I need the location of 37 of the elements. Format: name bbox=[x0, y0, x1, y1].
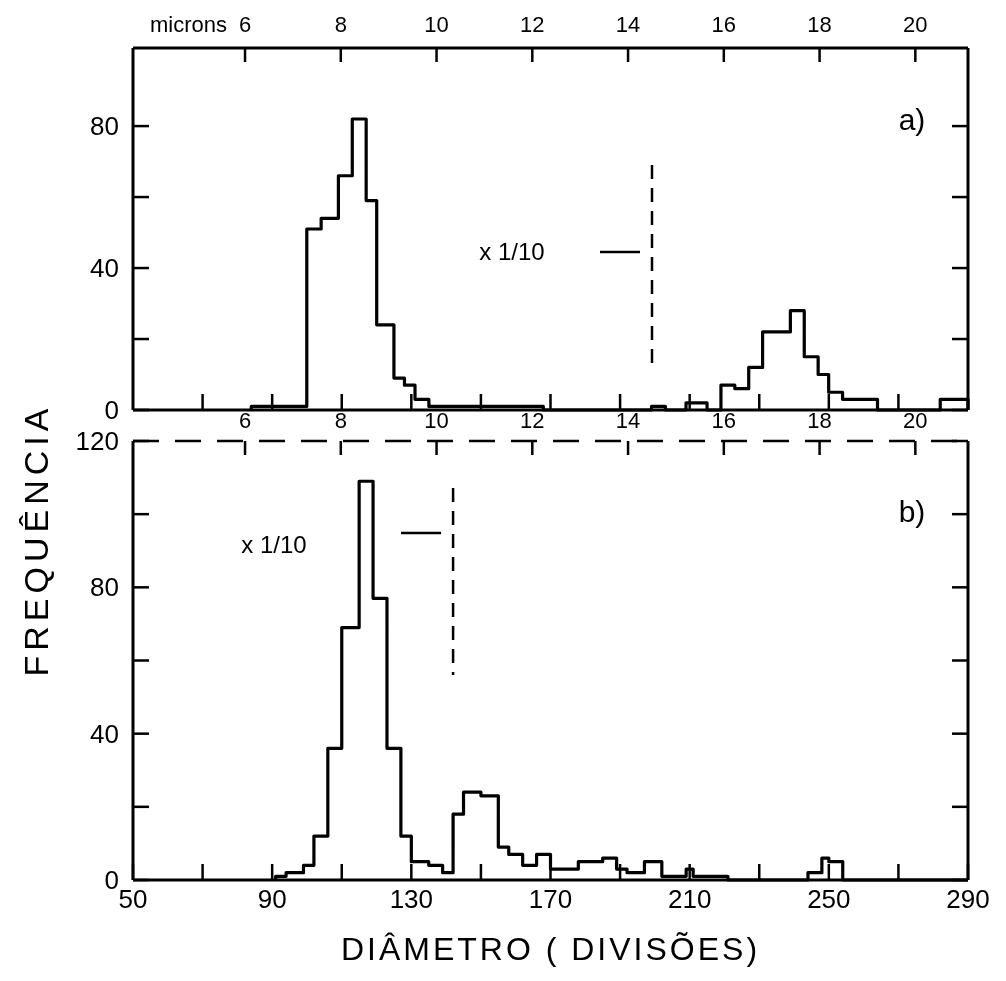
y-tick-label: 40 bbox=[90, 718, 119, 749]
y-tick-label: 0 bbox=[104, 865, 119, 896]
x-tick-label: 130 bbox=[389, 884, 434, 914]
x2-tick-label: 8 bbox=[334, 408, 347, 433]
x-tick-label: 170 bbox=[528, 884, 573, 914]
x2-tick-label: 12 bbox=[520, 408, 545, 433]
x-tick-label: 50 bbox=[118, 884, 148, 914]
y-tick-label: 80 bbox=[90, 572, 119, 603]
x2-tick-label: 6 bbox=[238, 408, 252, 433]
x2-tick-label: 10 bbox=[424, 408, 449, 433]
annotation: x 1/10 bbox=[479, 238, 545, 266]
x-tick-label: 10 bbox=[424, 12, 449, 37]
x-tick-label: 16 bbox=[711, 12, 737, 37]
x-tick-label: 210 bbox=[667, 884, 712, 914]
x-axis-title: DIÂMETRO ( DIVISÕES) bbox=[340, 931, 761, 967]
annotation: x 1/10 bbox=[241, 531, 307, 559]
x-tick-label: 20 bbox=[903, 12, 928, 37]
y-tick-label: 120 bbox=[75, 426, 119, 457]
y-axis-title: FREQUÊNCIA bbox=[17, 403, 55, 677]
x-tick-label: 18 bbox=[807, 12, 832, 37]
x2-tick-label: 16 bbox=[711, 408, 737, 433]
x2-tick-label: 18 bbox=[807, 408, 832, 433]
x2-tick-label: 20 bbox=[903, 408, 928, 433]
x-tick-label: 250 bbox=[807, 884, 851, 914]
y-tick-label: 0 bbox=[104, 395, 119, 426]
x2-tick-label: 14 bbox=[615, 408, 641, 433]
x-tick-label: 90 bbox=[257, 884, 287, 914]
y-tick-label: 40 bbox=[90, 253, 119, 284]
annotation: a) bbox=[898, 103, 926, 136]
x-tick-label: 12 bbox=[520, 12, 545, 37]
x-tick-label: 290 bbox=[946, 884, 990, 914]
x-tick-label: 6 bbox=[238, 12, 252, 37]
x-tick-label: 14 bbox=[615, 12, 641, 37]
annotation: b) bbox=[898, 495, 926, 528]
x-axis-title: microns bbox=[150, 12, 228, 37]
y-tick-label: 80 bbox=[90, 111, 119, 142]
x-tick-label: 8 bbox=[334, 12, 347, 37]
